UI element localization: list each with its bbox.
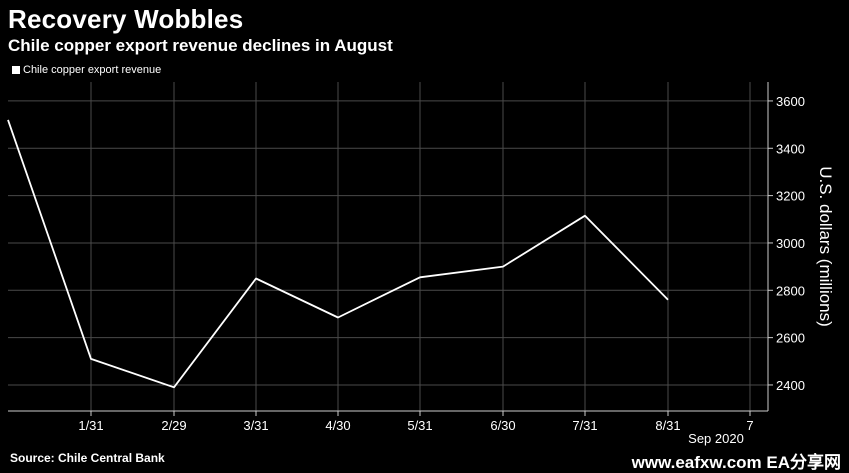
x-tick-label: 8/31	[655, 418, 680, 433]
y-axis-label: U.S. dollars (millions)	[816, 166, 835, 327]
y-tick-label: 3600	[776, 94, 805, 109]
x-tick-label: 2/29	[161, 418, 186, 433]
y-tick-label: 3400	[776, 141, 805, 156]
y-tick-label: 3200	[776, 189, 805, 204]
y-tick-label: 3000	[776, 236, 805, 251]
x-tick-label: 5/31	[407, 418, 432, 433]
x-tick-label: 7/31	[572, 418, 597, 433]
x-tick-label: 4/30	[325, 418, 350, 433]
x-tick-label: 3/31	[243, 418, 268, 433]
x-tick-label: 7	[746, 418, 753, 433]
legend: Chile copper export revenue	[12, 64, 161, 76]
watermark: www.eafxw.com EA分享网	[629, 448, 843, 473]
y-tick-label: 2600	[776, 331, 805, 346]
legend-label: Chile copper export revenue	[23, 64, 162, 76]
x-tick-label: 6/30	[490, 418, 515, 433]
x-tick-label: 1/31	[78, 418, 103, 433]
y-tick-label: 2800	[776, 283, 805, 298]
chart-subtitle: Chile copper export revenue declines in …	[8, 36, 393, 55]
legend-swatch	[12, 66, 20, 74]
chart-title: Recovery Wobbles	[8, 4, 244, 34]
x-axis-period-label: Sep 2020	[688, 431, 744, 446]
source-note: Source: Chile Central Bank	[10, 451, 165, 465]
y-tick-label: 2400	[776, 378, 805, 393]
